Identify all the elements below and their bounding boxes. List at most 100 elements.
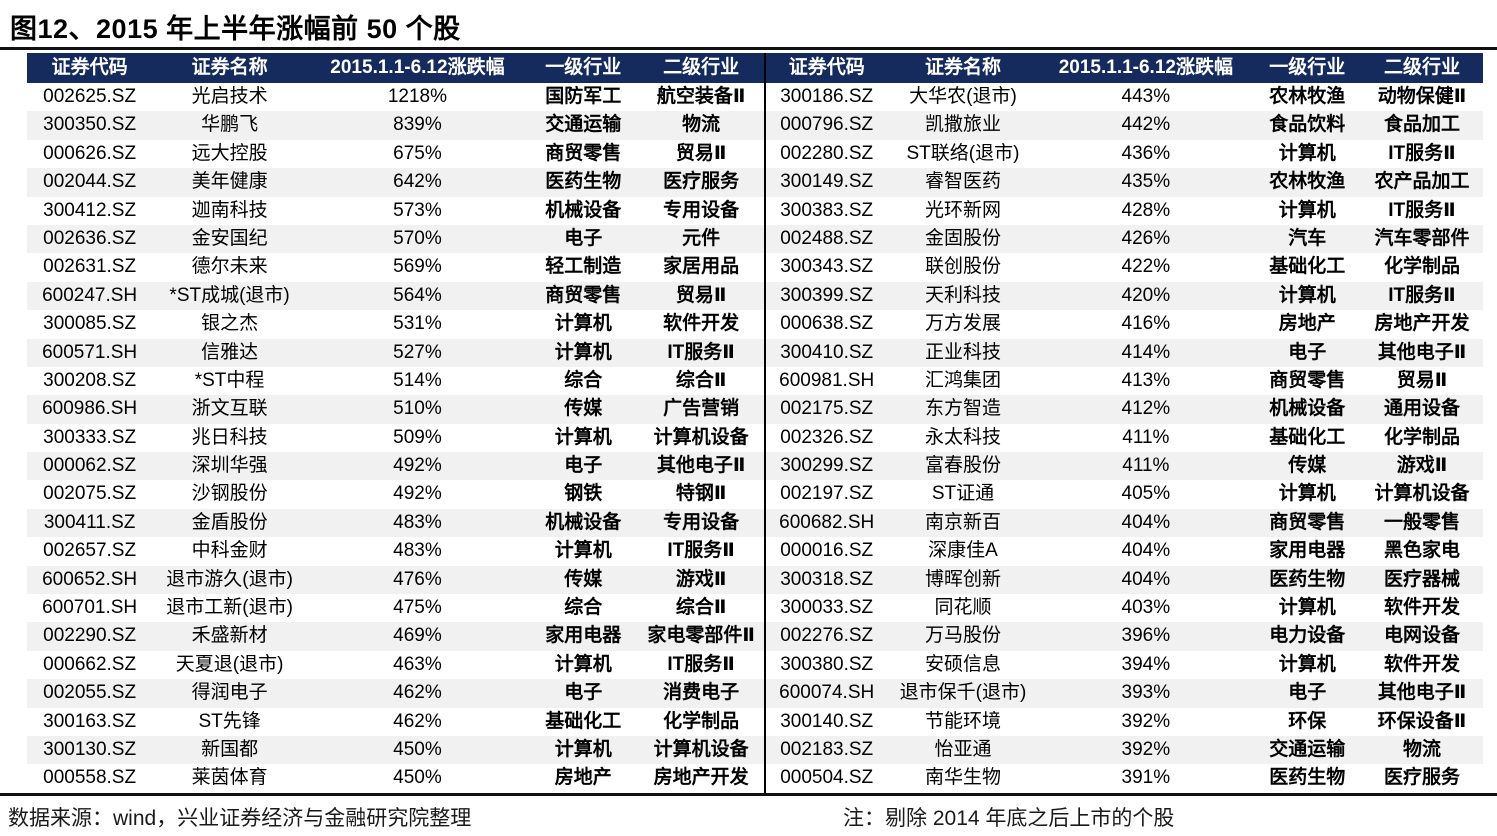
table-row: 300412.SZ 迦南科技 573% 机械设备 专用设备 300383.SZ … [27, 196, 1483, 225]
cell-security-code: 600652.SH [42, 568, 138, 590]
row-right-half: 600682.SH 南京新百 404% 商贸零售 一般零售 [763, 508, 1483, 538]
cell-change-pct: 428% [1121, 199, 1171, 221]
cell-industry-l2: 物流 [1402, 738, 1441, 760]
cell-industry-l2: IT服务Ⅱ [667, 341, 735, 363]
row-left-half: 300130.SZ 新国都 450% 计算机 计算机设备 [27, 736, 764, 764]
cell-industry-l1: 计算机 [1278, 142, 1336, 164]
cell-industry-l1: 基础化工 [1269, 426, 1346, 448]
cell-industry-l1: 医药生物 [545, 171, 622, 193]
cell-security-code: 000504.SZ [780, 767, 874, 789]
cell-industry-l2: 房地产开发 [1374, 313, 1470, 335]
cell-change-pct: 462% [393, 710, 442, 732]
cell-industry-l2: 一般零售 [1383, 511, 1460, 533]
cell-security-name: 天夏退(退市) [175, 653, 284, 675]
cell-security-code: 300130.SZ [43, 738, 137, 760]
cell-change-pct: 450% [393, 767, 442, 789]
cell-industry-l1: 农林牧渔 [1269, 86, 1346, 107]
cell-industry-l1: 房地产 [554, 767, 612, 789]
table-row: 600652.SH 退市游久(退市) 476% 传媒 游戏Ⅱ 300318.SZ… [27, 565, 1483, 595]
cell-industry-l2: IT服务Ⅱ [1388, 142, 1456, 164]
cell-industry-l2: 农产品加工 [1374, 171, 1470, 193]
cell-industry-l2: 通用设备 [1383, 398, 1460, 420]
cell-change-pct: 570% [393, 227, 442, 249]
cell-security-name: *ST中程 [194, 369, 265, 391]
cell-security-code: 002280.SZ [780, 142, 874, 164]
header-industry-l2: 二级行业 [663, 57, 740, 78]
cell-change-pct: 514% [393, 369, 442, 391]
cell-industry-l1: 计算机 [554, 738, 612, 760]
row-left-half: 002290.SZ 禾盛新材 469% 家用电器 家电零部件Ⅱ [27, 622, 764, 650]
cell-industry-l1: 电力设备 [1269, 625, 1346, 647]
cell-industry-l1: 房地产 [1278, 313, 1336, 335]
row-right-half: 300186.SZ 大华农(退市) 443% 农林牧渔 动物保健Ⅱ [763, 83, 1483, 112]
cell-change-pct: 483% [393, 511, 442, 533]
cell-change-pct: 404% [1121, 511, 1171, 533]
cell-change-pct: 411% [1122, 455, 1170, 477]
cell-change-pct: 435% [1121, 171, 1171, 193]
cell-change-pct: 391% [1121, 767, 1171, 789]
table-header-left-half: 证券代码 证券名称 2015.1.1-6.12涨跌幅 一级行业 二级行业 [27, 53, 764, 83]
cell-security-name: 天利科技 [924, 284, 1001, 306]
cell-change-pct: 675% [393, 142, 442, 164]
cell-change-pct: 492% [393, 455, 442, 477]
table-row: 300208.SZ *ST中程 514% 综合 综合Ⅱ 600981.SH 汇鸿… [27, 366, 1483, 396]
cell-change-pct: 569% [393, 256, 442, 278]
cell-industry-l1: 综合 [564, 597, 603, 619]
row-left-half: 002055.SZ 得润电子 462% 电子 消费电子 [27, 679, 764, 707]
cell-change-pct: 404% [1121, 540, 1171, 562]
row-left-half: 300208.SZ *ST中程 514% 综合 综合Ⅱ [27, 367, 764, 395]
cell-industry-l2: 食品加工 [1383, 114, 1460, 136]
cell-industry-l1: 传媒 [1288, 455, 1327, 477]
cell-industry-l2: 综合Ⅱ [675, 597, 727, 619]
cell-security-code: 300412.SZ [43, 199, 137, 221]
cell-industry-l1: 商贸零售 [545, 142, 622, 164]
row-right-half: 300343.SZ 联创股份 422% 基础化工 化学制品 [763, 253, 1483, 282]
cell-industry-l1: 电子 [1288, 682, 1327, 704]
cell-change-pct: 392% [1121, 710, 1171, 732]
row-left-half: 300163.SZ ST先锋 462% 基础化工 化学制品 [27, 708, 764, 736]
cell-security-code: 300343.SZ [780, 256, 874, 278]
cell-security-code: 000558.SZ [43, 767, 137, 789]
cell-industry-l1: 交通运输 [1269, 738, 1346, 760]
cell-industry-l1: 家用电器 [1269, 540, 1346, 562]
cell-security-code: 600701.SH [42, 597, 138, 619]
cell-security-code: 300333.SZ [43, 426, 137, 448]
cell-security-name: 同花顺 [934, 597, 992, 619]
header-industry-l2: 二级行业 [1383, 57, 1460, 78]
cell-industry-l1: 传媒 [564, 398, 603, 420]
top50-gainers-table: 证券代码 证券名称 2015.1.1-6.12涨跌幅 一级行业 二级行业 证券代… [27, 53, 1483, 793]
cell-industry-l1: 传媒 [564, 568, 603, 590]
cell-industry-l2: 贸易Ⅱ [675, 284, 727, 306]
row-left-half: 002625.SZ 光启技术 1218% 国防军工 航空装备Ⅱ [27, 83, 764, 111]
cell-security-code: 002636.SZ [43, 227, 137, 249]
cell-change-pct: 412% [1121, 398, 1171, 420]
cell-industry-l1: 农林牧渔 [1269, 171, 1346, 193]
cell-security-name: 凯撒旅业 [924, 114, 1001, 136]
cell-security-code: 300140.SZ [780, 710, 874, 732]
row-right-half: 300380.SZ 安硕信息 394% 计算机 软件开发 [763, 650, 1483, 680]
cell-industry-l2: 化学制品 [663, 710, 740, 732]
cell-change-pct: 420% [1121, 284, 1171, 306]
cell-change-pct: 463% [393, 653, 442, 675]
cell-industry-l1: 计算机 [554, 341, 612, 363]
cell-industry-l1: 电子 [564, 455, 603, 477]
row-left-half: 600701.SH 退市工新(退市) 475% 综合 综合Ⅱ [27, 594, 764, 622]
cell-security-code: 300380.SZ [780, 653, 874, 675]
cell-security-code: 002044.SZ [43, 171, 137, 193]
cell-industry-l2: IT服务Ⅱ [667, 540, 735, 562]
cell-security-name: 远大控股 [191, 142, 268, 164]
cell-security-name: 怡亚通 [934, 738, 992, 760]
cell-security-name: 美年健康 [191, 171, 268, 193]
cell-security-code: 002183.SZ [780, 738, 874, 760]
cell-change-pct: 531% [393, 313, 442, 335]
table-row: 600571.SH 信雅达 527% 计算机 IT服务Ⅱ 300410.SZ 正… [27, 338, 1483, 367]
cell-industry-l1: 电子 [564, 682, 603, 704]
cell-security-code: 300318.SZ [780, 568, 874, 590]
cell-security-name: 退市游久(退市) [166, 568, 293, 590]
cell-change-pct: 450% [393, 738, 442, 760]
cell-security-code: 002290.SZ [43, 625, 137, 647]
cell-industry-l1: 计算机 [554, 540, 612, 562]
cell-security-name: 信雅达 [201, 341, 259, 363]
cell-security-name: 睿智医药 [924, 171, 1001, 193]
cell-industry-l2: 贸易Ⅱ [1396, 369, 1448, 391]
